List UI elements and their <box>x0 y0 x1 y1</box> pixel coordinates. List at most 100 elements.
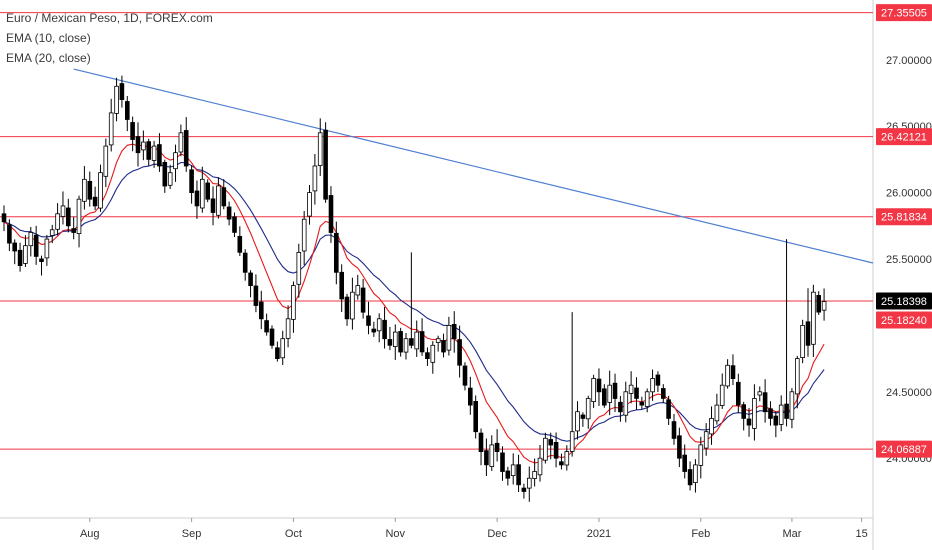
candle-body[interactable] <box>382 319 387 340</box>
candle-body[interactable] <box>210 198 216 213</box>
candle-body[interactable] <box>521 487 527 492</box>
candle-body[interactable] <box>644 391 650 407</box>
candle-body[interactable] <box>1 213 7 223</box>
candle-body[interactable] <box>60 205 66 217</box>
candle-body[interactable] <box>350 291 355 320</box>
candle-body[interactable] <box>403 338 409 353</box>
candle-body[interactable] <box>7 224 12 244</box>
candle-body[interactable] <box>762 392 768 413</box>
candle-body[interactable] <box>677 435 682 459</box>
candle-body[interactable] <box>505 470 511 479</box>
candle-body[interactable] <box>719 384 725 406</box>
candle-body[interactable] <box>183 130 189 167</box>
candle-body[interactable] <box>446 324 452 351</box>
price-tag[interactable] <box>876 440 932 458</box>
candle-body[interactable] <box>768 408 773 419</box>
candle-body[interactable] <box>392 331 398 348</box>
candle-body[interactable] <box>467 387 473 406</box>
candle-body[interactable] <box>655 374 661 386</box>
candle-body[interactable] <box>189 169 194 194</box>
candle-body[interactable] <box>114 85 119 114</box>
candle-body[interactable] <box>71 228 77 233</box>
candle-body[interactable] <box>199 178 205 209</box>
candle-body[interactable] <box>398 331 403 353</box>
candle-body[interactable] <box>280 338 285 359</box>
candle-body[interactable] <box>800 324 805 358</box>
candle-body[interactable] <box>596 378 602 393</box>
candle-body[interactable] <box>478 432 484 453</box>
candle-body[interactable] <box>564 451 570 466</box>
candle-body[interactable] <box>28 231 34 247</box>
candle-body[interactable] <box>543 437 548 461</box>
candle-body[interactable] <box>580 414 586 419</box>
candle-body[interactable] <box>366 315 371 326</box>
candle-body[interactable] <box>687 469 693 486</box>
candle-body[interactable] <box>44 238 50 259</box>
price-tag[interactable] <box>876 4 932 22</box>
candle-body[interactable] <box>226 206 232 220</box>
candle-body[interactable] <box>666 399 671 419</box>
candle-body[interactable] <box>757 391 763 396</box>
candle-body[interactable] <box>355 285 361 296</box>
candle-body[interactable] <box>92 196 98 207</box>
candle-body[interactable] <box>333 232 339 273</box>
candle-body[interactable] <box>301 218 307 252</box>
candle-body[interactable] <box>339 271 344 300</box>
candle-body[interactable] <box>232 216 237 233</box>
candle-body[interactable] <box>634 387 639 399</box>
candle-body[interactable] <box>130 122 135 140</box>
candle-body[interactable] <box>741 404 746 419</box>
candle-body[interactable] <box>618 401 623 413</box>
candle-body[interactable] <box>430 344 436 363</box>
candle-body[interactable] <box>119 83 125 100</box>
candle-body[interactable] <box>639 401 645 406</box>
candle-body[interactable] <box>76 198 82 234</box>
candle-body[interactable] <box>194 190 200 207</box>
candle-body[interactable] <box>682 454 687 472</box>
candle-body[interactable] <box>33 234 39 257</box>
candle-body[interactable] <box>419 331 425 353</box>
candle-body[interactable] <box>125 101 130 120</box>
candle-body[interactable] <box>494 442 500 452</box>
candle-body[interactable] <box>671 421 677 439</box>
ema10-line[interactable] <box>3 143 825 464</box>
candle-body[interactable] <box>489 444 495 467</box>
candle-body[interactable] <box>532 471 537 479</box>
candle-body[interactable] <box>66 207 71 227</box>
candle-body[interactable] <box>344 296 350 320</box>
candle-body[interactable] <box>650 378 655 393</box>
candle-body[interactable] <box>258 301 264 320</box>
candle-body[interactable] <box>425 352 430 360</box>
candle-body[interactable] <box>414 331 419 350</box>
candle-body[interactable] <box>87 180 93 200</box>
ema20-line[interactable] <box>3 161 825 442</box>
candle-body[interactable] <box>537 457 543 476</box>
candle-body[interactable] <box>173 152 178 170</box>
candle-body[interactable] <box>612 382 618 399</box>
candle-body[interactable] <box>569 431 575 452</box>
candle-body[interactable] <box>585 398 591 420</box>
candle-body[interactable] <box>12 242 18 252</box>
candle-body[interactable] <box>736 381 741 406</box>
candle-body[interactable] <box>409 338 414 346</box>
candle-body[interactable] <box>623 391 629 416</box>
candle-body[interactable] <box>553 441 559 459</box>
candle-body[interactable] <box>82 178 87 202</box>
candle-body[interactable] <box>484 450 489 466</box>
candle-body[interactable] <box>162 161 168 187</box>
candle-body[interactable] <box>548 439 553 446</box>
candle-body[interactable] <box>242 252 248 273</box>
candle-body[interactable] <box>725 364 730 387</box>
candle-body[interactable] <box>216 185 221 216</box>
candle-body[interactable] <box>98 172 103 209</box>
candle-body[interactable] <box>146 141 152 160</box>
candle-body[interactable] <box>387 339 393 346</box>
candle-body[interactable] <box>752 398 757 429</box>
candle-body[interactable] <box>607 384 612 403</box>
candle-body[interactable] <box>360 287 366 313</box>
candle-body[interactable] <box>805 321 811 346</box>
candle-body[interactable] <box>178 132 184 153</box>
candle-body[interactable] <box>789 391 795 420</box>
candle-body[interactable] <box>323 129 328 200</box>
